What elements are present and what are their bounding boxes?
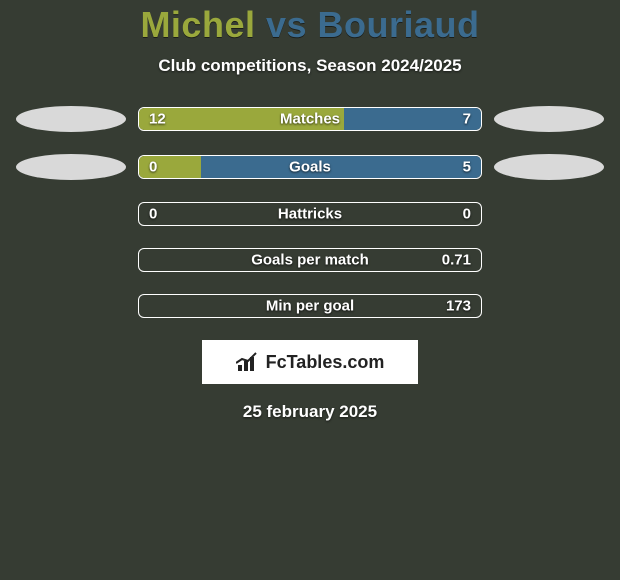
stat-value-right: 173	[446, 298, 471, 315]
bar-chart-icon	[236, 351, 260, 373]
stat-row: 0.71 Goals per match	[0, 248, 620, 272]
logo-text: FcTables.com	[266, 352, 385, 373]
stat-bar: 0 0 Hattricks	[138, 202, 482, 226]
date-text: 25 february 2025	[0, 402, 620, 422]
logo-box: FcTables.com	[202, 340, 418, 384]
stat-row: 0 0 Hattricks	[0, 202, 620, 226]
stat-bar: 173 Min per goal	[138, 294, 482, 318]
stat-bar: 0.71 Goals per match	[138, 248, 482, 272]
stat-bar: 12 7 Matches	[138, 107, 482, 131]
subtitle: Club competitions, Season 2024/2025	[0, 56, 620, 76]
stat-row: 12 7 Matches	[0, 106, 620, 132]
player-right-oval	[494, 154, 604, 180]
stat-value-left: 12	[149, 111, 166, 128]
stat-value-right: 5	[463, 159, 471, 176]
stats-container: 12 7 Matches 0 5 Goals 0 0 Hattricks 0.71 Goals pe…	[0, 106, 620, 318]
page-title: Michel vs Bouriaud	[0, 4, 620, 46]
player-left-oval	[16, 106, 126, 132]
stat-value-right: 0.71	[442, 252, 471, 269]
stat-row: 0 5 Goals	[0, 154, 620, 180]
stat-value-left: 0	[149, 206, 157, 223]
comparison-card: Michel vs Bouriaud Club competitions, Se…	[0, 0, 620, 422]
stat-label: Goals	[289, 159, 331, 176]
stat-label: Goals per match	[251, 252, 369, 269]
stat-bar: 0 5 Goals	[138, 155, 482, 179]
player-left-oval	[16, 154, 126, 180]
stat-label: Matches	[280, 111, 340, 128]
stat-value-right: 0	[463, 206, 471, 223]
stat-value-right: 7	[463, 111, 471, 128]
player-right-name: Bouriaud	[318, 4, 480, 45]
stat-bar-right	[344, 108, 481, 130]
title-vs: vs	[266, 4, 307, 45]
stat-label: Hattricks	[278, 206, 342, 223]
player-left-name: Michel	[140, 4, 255, 45]
stat-value-left: 0	[149, 159, 157, 176]
stat-bar-right	[201, 156, 481, 178]
stat-label: Min per goal	[266, 298, 354, 315]
stat-row: 173 Min per goal	[0, 294, 620, 318]
player-right-oval	[494, 106, 604, 132]
